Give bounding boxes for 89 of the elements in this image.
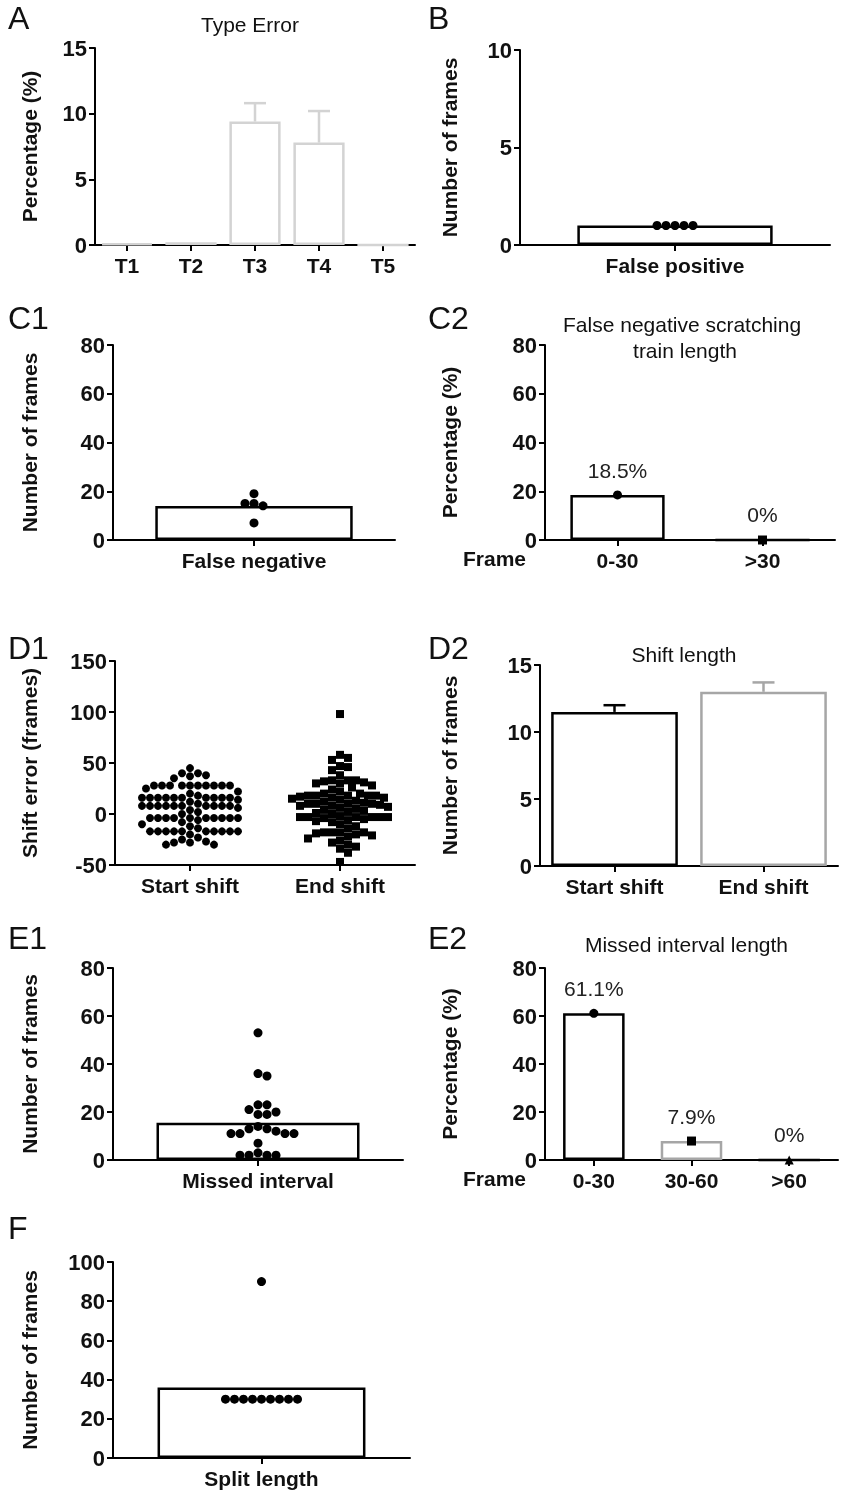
text: C2 [428, 300, 469, 336]
text: E2 [428, 920, 468, 956]
y-tick-label: 100 [68, 1249, 105, 1275]
y-tick-label: 0 [92, 1147, 105, 1173]
x-tick-label: End shift [295, 874, 385, 897]
x-axis-title: Frame [463, 1167, 527, 1190]
y-tick-label: 40 [80, 1367, 105, 1393]
x-tick-label: >30 [744, 549, 781, 572]
y-tick-label: 0 [519, 853, 532, 879]
y-tick-label: 5 [499, 135, 512, 160]
y-tick-label: 100 [70, 699, 107, 725]
y-tick-label: 0 [94, 801, 107, 827]
y-tick-label: 0 [92, 527, 105, 553]
text: D1 [8, 630, 49, 666]
y-tick-label: 60 [80, 381, 105, 407]
data-label: 18.5% [587, 458, 648, 482]
y-tick-label: 20 [512, 478, 537, 504]
y-tick-label: 80 [80, 332, 105, 358]
data-label: 0% [747, 502, 778, 526]
y-axis-title: Shift error (frames) [18, 667, 41, 859]
y-tick-label: 20 [80, 1406, 105, 1432]
x-tick-label: Split length [204, 1467, 319, 1490]
text: B [428, 0, 450, 36]
x-tick-label: T5 [370, 254, 396, 277]
y-axis-title: Number of frames [18, 974, 41, 1154]
y-axis-title: Percentage (%) [438, 988, 461, 1140]
y-tick-label: 80 [512, 332, 537, 358]
y-tick-label: 20 [512, 1099, 537, 1125]
y-tick-label: 60 [80, 1327, 105, 1353]
x-axis-title: Frame [463, 547, 527, 570]
y-tick-label: 0 [74, 232, 87, 258]
chart-title: Type Error [200, 12, 300, 36]
y-tick-label: 40 [512, 1051, 537, 1077]
y-tick-label: 10 [507, 719, 532, 745]
y-tick-label: 40 [80, 430, 105, 455]
y-axis-title: Percentage (%) [438, 366, 461, 519]
y-axis-title: Percentage (%) [18, 70, 41, 223]
y-tick-label: 5 [74, 166, 87, 192]
y-tick-label: 150 [70, 648, 107, 674]
y-tick-label: 20 [80, 478, 105, 504]
y-tick-label: 60 [512, 1003, 537, 1029]
y-axis-title: Number of frames [438, 675, 461, 856]
y-axis-title: Number of frames [438, 57, 461, 238]
y-tick-label: 15 [507, 652, 532, 678]
x-tick-label: >60 [771, 1169, 807, 1192]
y-tick-label: 80 [512, 955, 537, 981]
x-tick-label: T1 [114, 254, 140, 277]
x-tick-label: 0-30 [596, 549, 639, 572]
y-tick-label: 10 [62, 101, 87, 127]
y-tick-label: 15 [62, 35, 87, 61]
y-tick-label: 0 [499, 232, 512, 258]
y-axis-title: Number of frames [18, 1270, 41, 1450]
y-tick-label: 20 [80, 1099, 105, 1125]
y-tick-label: 60 [80, 1003, 105, 1029]
text: A [8, 0, 30, 36]
text: D2 [428, 630, 469, 666]
text: E1 [8, 920, 48, 956]
data-label: 7.9% [667, 1105, 716, 1129]
y-tick-label: 40 [80, 1051, 105, 1077]
data-label: 0% [773, 1122, 805, 1146]
y-tick-label: 80 [80, 1288, 105, 1314]
y-tick-label: 40 [512, 430, 537, 455]
x-tick-label: Start shift [140, 874, 240, 897]
y-tick-label: 80 [80, 955, 105, 981]
chart-title: Shift length [631, 642, 737, 666]
text: F [8, 1210, 28, 1246]
x-tick-label: False negative [181, 549, 327, 572]
y-tick-label: -50 [75, 852, 107, 878]
x-tick-label: T4 [306, 254, 332, 277]
y-tick-label: 0 [524, 1147, 537, 1173]
chart-title: False negative scratching train length [563, 312, 807, 362]
x-tick-label: Start shift [565, 875, 664, 898]
y-tick-label: 10 [487, 37, 512, 63]
x-tick-label: Missed interval [182, 1169, 334, 1192]
chart-title: Missed interval length [584, 932, 789, 956]
y-tick-label: 50 [82, 750, 107, 776]
x-tick-label: 30-60 [664, 1169, 719, 1192]
y-tick-label: 60 [512, 381, 537, 407]
y-tick-label: 5 [519, 786, 532, 812]
y-tick-label: 0 [92, 1445, 105, 1471]
x-tick-label: End shift [718, 875, 809, 898]
text: C1 [8, 300, 49, 336]
x-tick-label: T3 [242, 254, 268, 277]
x-tick-label: False positive [605, 254, 745, 277]
y-tick-label: 0 [524, 527, 537, 553]
y-axis-title: Number of frames [18, 352, 41, 533]
x-tick-label: T2 [178, 254, 204, 277]
x-tick-label: 0-30 [572, 1169, 615, 1192]
data-label: 61.1% [564, 977, 624, 1001]
